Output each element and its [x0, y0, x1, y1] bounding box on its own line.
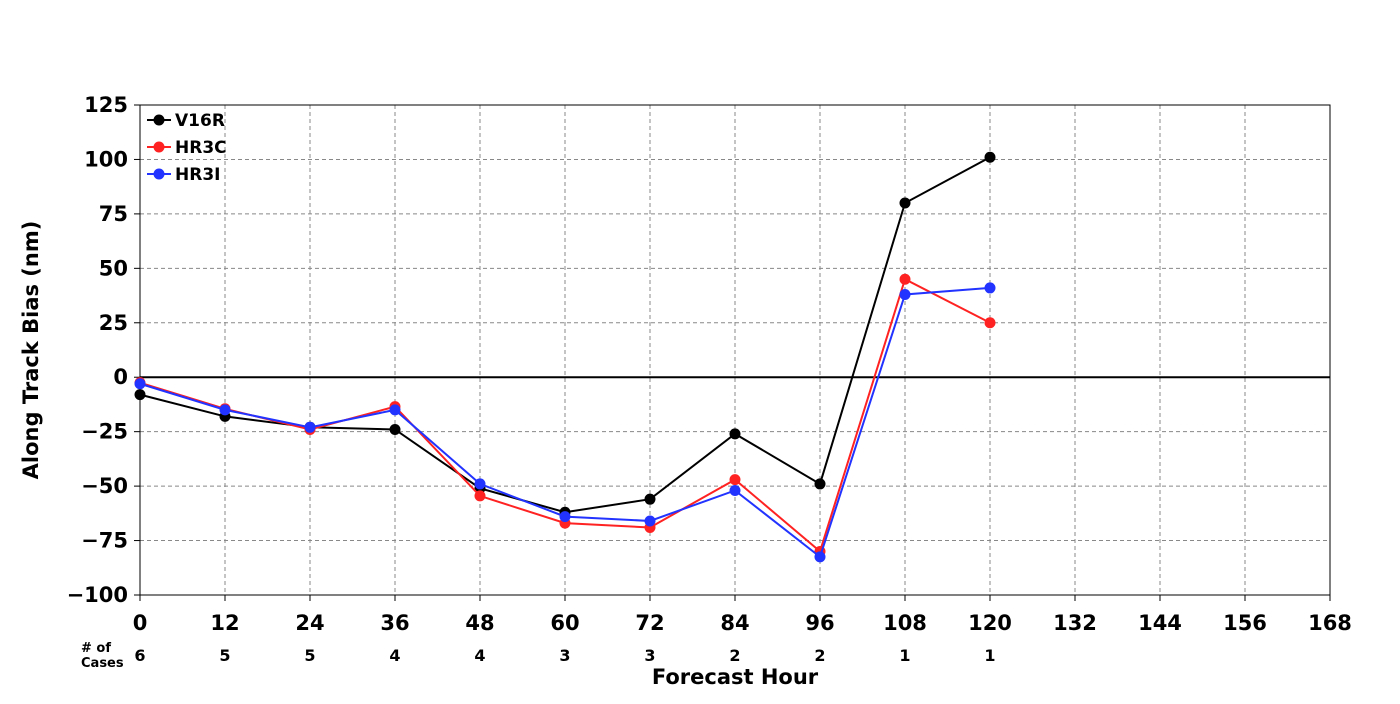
x-tick-label: 144: [1138, 611, 1182, 635]
data-point-v16r: [389, 423, 401, 435]
data-point-hr3c: [899, 273, 911, 285]
x-tick-label: 108: [883, 611, 927, 635]
data-point-hr3i: [304, 421, 316, 433]
legend-marker-hr3i: [153, 168, 165, 180]
x-tick-label: 132: [1053, 611, 1097, 635]
data-point-hr3i: [814, 551, 826, 563]
case-count: 4: [389, 646, 400, 665]
legend-marker-hr3c: [153, 141, 165, 153]
y-tick-label: 75: [99, 202, 128, 226]
legend-label-v16r: V16R: [175, 111, 225, 131]
x-tick-label: 72: [635, 611, 664, 635]
data-point-hr3i: [984, 282, 996, 294]
axes-layer: 0 12 24 36 48 60 72 84 96 108 120 132 144 156 168 −100 −…: [67, 93, 1352, 635]
x-tick-label: 168: [1308, 611, 1352, 635]
legend: V16R HR3C HR3I: [147, 111, 227, 185]
case-count: 2: [729, 646, 740, 665]
cases-label-line: # of: [81, 641, 111, 656]
case-count: 3: [644, 646, 655, 665]
x-tick-label: 60: [550, 611, 579, 635]
data-point-hr3i: [134, 378, 146, 390]
cases-label: # of Cases: [81, 641, 124, 671]
x-tick-label: 120: [968, 611, 1012, 635]
y-tick-label: −25: [81, 420, 128, 444]
x-tick-label: 84: [720, 611, 749, 635]
data-point-v16r: [814, 478, 826, 490]
case-count: 1: [984, 646, 995, 665]
case-count: 5: [219, 646, 230, 665]
y-tick-label: 0: [113, 365, 128, 389]
x-tick-label: 156: [1223, 611, 1267, 635]
series-layer: [134, 151, 996, 563]
case-count: 2: [814, 646, 825, 665]
data-point-hr3i: [389, 404, 401, 416]
data-point-hr3c: [729, 474, 741, 486]
x-tick-label: 12: [210, 611, 239, 635]
case-count: 5: [304, 646, 315, 665]
data-point-hr3i: [474, 478, 486, 490]
x-tick-label: 48: [465, 611, 494, 635]
data-point-hr3i: [219, 404, 231, 416]
y-tick-label: 50: [99, 256, 128, 280]
data-point-v16r: [984, 151, 996, 163]
data-point-hr3i: [559, 511, 571, 523]
data-point-v16r: [729, 428, 741, 440]
y-tick-label: −100: [67, 583, 128, 607]
x-tick-label: 0: [133, 611, 148, 635]
data-point-v16r: [644, 493, 656, 505]
cases-row: # of Cases 6 5 5 4 4 3 3 2 2 1 1: [81, 641, 996, 671]
data-point-hr3i: [899, 288, 911, 300]
x-tick-label: 36: [380, 611, 409, 635]
legend-label-hr3c: HR3C: [175, 138, 227, 158]
data-point-hr3c: [984, 317, 996, 329]
data-point-v16r: [134, 389, 146, 401]
data-point-hr3c: [474, 490, 486, 502]
y-tick-label: 125: [84, 93, 128, 117]
y-tick-label: 25: [99, 311, 128, 335]
legend-marker-v16r: [153, 114, 165, 126]
y-axis-label: Along Track Bias (nm): [19, 221, 43, 480]
case-count: 4: [474, 646, 485, 665]
x-tick-label: 96: [805, 611, 834, 635]
case-count: 6: [134, 646, 145, 665]
cases-label-line: Cases: [81, 656, 124, 671]
x-tick-label: 24: [295, 611, 324, 635]
legend-label-hr3i: HR3I: [175, 165, 220, 185]
grid-layer: [140, 105, 1330, 595]
y-tick-label: −75: [81, 529, 128, 553]
data-point-v16r: [899, 197, 911, 209]
case-count: 1: [899, 646, 910, 665]
y-tick-label: −50: [81, 474, 128, 498]
data-point-hr3i: [729, 484, 741, 496]
x-axis-label: Forecast Hour: [652, 665, 819, 689]
case-count: 3: [559, 646, 570, 665]
y-tick-label: 100: [84, 147, 128, 171]
data-point-hr3i: [644, 515, 656, 527]
